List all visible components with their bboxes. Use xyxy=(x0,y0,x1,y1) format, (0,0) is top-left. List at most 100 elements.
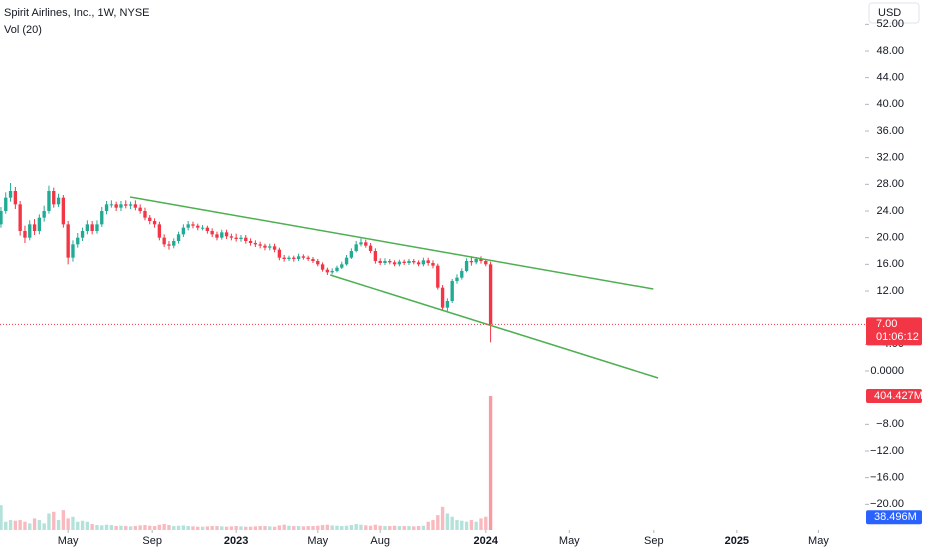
volume-bar xyxy=(268,526,272,530)
volume-bar xyxy=(364,525,368,530)
volume-bar xyxy=(109,525,114,530)
currency-button[interactable] xyxy=(868,2,920,24)
volume-bar xyxy=(460,520,464,530)
candle-body xyxy=(56,197,61,205)
volume-bar xyxy=(464,521,469,530)
volume-bar xyxy=(330,525,334,530)
volume-bar xyxy=(200,526,205,530)
volume-bar xyxy=(37,520,42,530)
candle-body xyxy=(104,204,109,211)
candle-body xyxy=(23,231,27,238)
candle-body xyxy=(47,191,51,211)
volume-bar xyxy=(436,515,440,530)
volume-bar xyxy=(311,526,315,530)
volume-bar xyxy=(258,526,262,530)
x-tick-label: May xyxy=(559,535,580,547)
candle-body xyxy=(484,261,488,265)
volume-bar xyxy=(148,525,152,530)
volume-bar xyxy=(431,520,435,530)
candle-body xyxy=(287,257,291,259)
candle-body xyxy=(277,249,282,258)
candle-body xyxy=(37,217,42,231)
candle-body xyxy=(335,267,339,271)
y-tick-label: 0.0000 xyxy=(870,365,904,377)
candle-body xyxy=(100,211,104,225)
volume-bar xyxy=(95,525,99,530)
volume-bar xyxy=(172,526,176,530)
volume-bar xyxy=(4,521,8,530)
x-tick-label: May xyxy=(808,535,829,547)
volume-bar xyxy=(220,526,224,530)
volume-bar xyxy=(277,525,282,530)
currency-label[interactable]: USD xyxy=(878,7,901,19)
volume-bar xyxy=(306,526,310,530)
volume-bar xyxy=(316,525,320,530)
volume-bar xyxy=(229,526,234,530)
volume-bar xyxy=(426,521,430,530)
candle-body xyxy=(455,277,459,281)
y-tick-label: −16.00 xyxy=(870,472,904,484)
candle-body xyxy=(306,257,310,259)
candle-body xyxy=(282,257,286,259)
candle-body xyxy=(368,245,373,251)
candle-body xyxy=(383,261,387,263)
x-tick-label: Sep xyxy=(142,535,162,547)
candle-body xyxy=(95,224,99,231)
x-tick-label: May xyxy=(58,535,79,547)
candle-body xyxy=(330,271,334,273)
candle-body xyxy=(162,237,166,245)
x-tick-label: May xyxy=(307,535,328,547)
volume-bar xyxy=(181,525,186,530)
y-tick-label: 12.00 xyxy=(876,285,904,297)
candle-body xyxy=(239,237,243,239)
candle-body xyxy=(301,256,306,258)
volume-bar xyxy=(47,513,51,530)
volume-bar xyxy=(114,526,118,530)
volume-bar xyxy=(296,526,301,530)
volume-bar xyxy=(263,526,267,530)
candle-body xyxy=(436,265,440,288)
volume-bar xyxy=(388,526,392,530)
candle-body xyxy=(431,263,435,266)
last-price-label: 7.00 xyxy=(876,318,897,330)
candle-body xyxy=(176,234,181,241)
candle-body xyxy=(397,261,402,265)
chart-title: Spirit Airlines, Inc., 1W, NYSE xyxy=(4,7,150,19)
candle-body xyxy=(133,204,138,208)
candle-body xyxy=(421,260,426,265)
volume-bar xyxy=(138,525,142,530)
candle-body xyxy=(234,237,238,239)
volume-bar xyxy=(359,524,363,530)
volume-bar xyxy=(272,526,277,530)
candle-body xyxy=(440,287,445,308)
volume-bar xyxy=(13,520,18,530)
candle-body xyxy=(248,241,253,243)
candle-body xyxy=(114,204,118,208)
last-price-box xyxy=(866,317,922,346)
candle-body xyxy=(253,243,258,245)
candle-body xyxy=(80,231,85,238)
volume-bar xyxy=(378,525,382,530)
candle-body xyxy=(469,261,474,263)
volume-bar xyxy=(292,526,296,530)
volume-bar xyxy=(244,526,248,530)
candle-body xyxy=(263,245,267,248)
volume-bar xyxy=(455,520,459,530)
candle-body xyxy=(344,257,349,265)
volume-bar xyxy=(335,525,339,530)
candle-body xyxy=(349,251,354,258)
candle-body xyxy=(186,224,190,228)
volume-bar xyxy=(119,525,123,530)
y-tick-label: 20.00 xyxy=(876,232,904,244)
y-tick-label: 28.00 xyxy=(876,178,904,190)
volume-bar xyxy=(210,526,214,530)
volume-bar xyxy=(167,525,171,530)
y-tick-label: 24.00 xyxy=(876,205,904,217)
candle-body xyxy=(296,256,301,259)
volume-bar xyxy=(32,518,37,530)
candle-body xyxy=(488,264,493,325)
candle-body xyxy=(224,232,229,237)
candle-body xyxy=(167,244,171,246)
volume-bar xyxy=(56,520,61,530)
